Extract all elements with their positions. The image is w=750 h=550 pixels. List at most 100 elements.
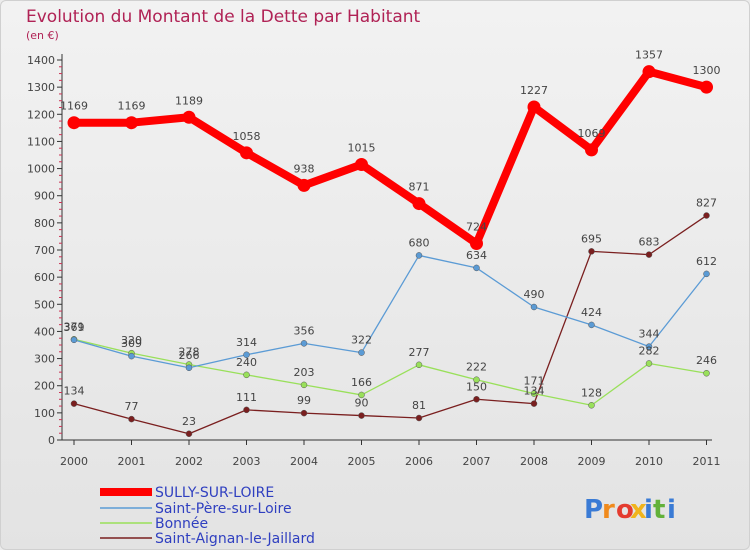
proxiti-logo: Pr oxi t i — [584, 495, 676, 525]
data-point — [530, 390, 538, 397]
y-tick-label: 100 — [34, 407, 55, 420]
data-point — [473, 376, 480, 383]
data-point — [415, 361, 423, 369]
data-point — [703, 369, 710, 377]
data-point — [125, 116, 138, 130]
y-tick-label: 800 — [34, 217, 55, 230]
data-label: 322 — [351, 334, 372, 347]
legend-label: SULLY-SUR-LOIRE — [155, 485, 274, 501]
data-label: 134 — [524, 385, 545, 398]
x-tick-label: 2002 — [175, 455, 203, 468]
data-point — [358, 349, 365, 356]
y-tick-label: 1100 — [27, 135, 55, 148]
logo-letter: x — [630, 495, 647, 525]
y-tick-label: 1000 — [27, 163, 55, 176]
x-tick-label: 2011 — [693, 455, 721, 468]
data-point — [700, 80, 713, 94]
y-tick-label: 700 — [34, 244, 55, 257]
series-group — [67, 65, 713, 438]
x-tick-label: 2001 — [118, 455, 146, 468]
x-tick-label: 2003 — [233, 455, 261, 468]
x-tick-label: 2005 — [348, 455, 376, 468]
data-label: 344 — [639, 328, 660, 341]
data-point — [473, 264, 480, 272]
y-tick-label: 300 — [34, 353, 55, 366]
data-label: 277 — [409, 346, 430, 359]
legend-label: Saint-Aignan-le-Jaillard — [155, 531, 315, 547]
data-point — [412, 197, 426, 211]
y-tick-label: 500 — [34, 298, 55, 311]
data-label: 90 — [355, 397, 369, 410]
chart-subtitle: (en €) — [26, 29, 59, 42]
data-point — [300, 381, 308, 389]
data-point — [645, 251, 653, 258]
data-label: 150 — [466, 380, 487, 393]
data-label: 320 — [121, 334, 142, 347]
x-tick-label: 2008 — [520, 455, 548, 468]
data-label: 77 — [125, 400, 139, 413]
data-label: 203 — [294, 366, 315, 379]
logo-letter: t — [653, 495, 665, 525]
data-point — [185, 430, 193, 438]
data-point — [473, 396, 480, 403]
data-label: 371 — [64, 320, 85, 333]
data-label: 424 — [581, 306, 602, 319]
data-label: 1227 — [520, 84, 548, 97]
data-label: 695 — [581, 232, 602, 245]
y-tick-label: 600 — [34, 271, 55, 284]
data-label: 246 — [696, 354, 717, 367]
y-tick-label: 400 — [34, 325, 55, 338]
data-point — [530, 303, 538, 311]
data-point — [128, 352, 135, 360]
data-label: 683 — [639, 236, 660, 249]
data-label: 1189 — [175, 94, 203, 107]
data-point — [588, 248, 595, 255]
data-point — [415, 252, 423, 259]
data-label: 680 — [409, 236, 430, 249]
data-point — [182, 110, 196, 124]
data-point — [588, 321, 595, 329]
y-tick-label: 900 — [34, 190, 55, 203]
data-point — [585, 143, 598, 157]
data-point — [415, 414, 423, 422]
data-label: 23 — [182, 415, 196, 428]
data-label: 309 — [121, 337, 142, 350]
data-point — [527, 100, 541, 114]
y-tick-label: 200 — [34, 380, 55, 393]
x-tick-label: 2010 — [635, 455, 663, 468]
data-label: 356 — [294, 324, 315, 337]
data-label: 278 — [179, 346, 200, 359]
data-point — [642, 65, 656, 79]
data-point — [300, 340, 308, 347]
data-point — [185, 364, 193, 372]
data-point — [358, 412, 365, 419]
x-tick-label: 2007 — [463, 455, 491, 468]
data-label: 222 — [466, 361, 487, 374]
data-label: 1357 — [635, 49, 663, 62]
y-tick-label: 1400 — [27, 54, 55, 67]
data-label: 634 — [466, 249, 487, 262]
data-point — [588, 402, 595, 409]
x-tick-label: 2000 — [60, 455, 88, 468]
data-label: 111 — [236, 391, 257, 404]
data-point — [703, 270, 710, 278]
x-tick-label: 2009 — [578, 455, 606, 468]
data-label: 724 — [466, 220, 487, 233]
data-label: 240 — [236, 356, 257, 369]
data-label: 282 — [639, 344, 660, 357]
data-label: 827 — [696, 197, 717, 210]
series-line-2 — [73, 338, 708, 406]
data-point — [243, 406, 250, 414]
data-label: 612 — [696, 255, 717, 268]
x-tick-label: 2004 — [290, 455, 318, 468]
data-point — [358, 391, 365, 399]
data-point — [355, 158, 368, 171]
data-label: 1169 — [118, 100, 146, 113]
data-point — [645, 343, 653, 350]
data-label: 134 — [64, 385, 85, 398]
data-point — [70, 400, 78, 407]
data-label: 81 — [412, 399, 426, 412]
data-point — [67, 116, 81, 130]
logo-letter: i — [667, 495, 676, 525]
